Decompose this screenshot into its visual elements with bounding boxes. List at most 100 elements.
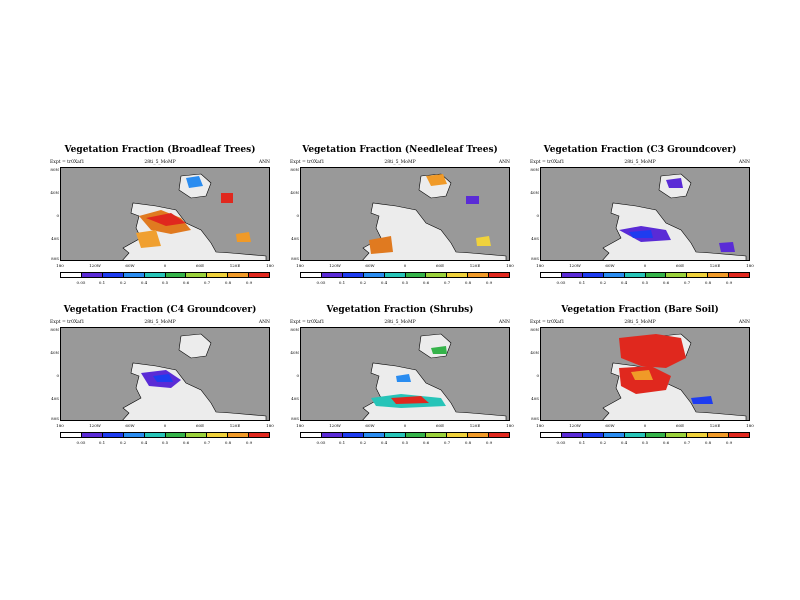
lon-label: 120E <box>709 263 721 268</box>
header-center: 28ti_5_MoMP <box>144 320 176 325</box>
lat-label: 80N <box>290 167 299 172</box>
lon-label: 0 <box>643 423 647 428</box>
colorbar <box>540 272 750 278</box>
lat-label: 80S <box>291 256 299 261</box>
header-right: ANN <box>738 320 750 325</box>
map-panel-broadleaf-trees: Vegetation Fraction (Broadleaf Trees) Ex… <box>50 145 274 325</box>
lat-label: 80S <box>51 416 59 421</box>
lon-label: 60E <box>435 263 445 268</box>
lon-label: 120W <box>329 423 341 428</box>
map-panel-c3-groundcover: Vegetation Fraction (C3 Groundcover) Exp… <box>530 145 754 325</box>
continent <box>719 242 735 252</box>
lon-label: 120E <box>469 263 481 268</box>
continent <box>431 346 447 354</box>
lon-label: 180 <box>536 423 544 428</box>
lon-label: 60E <box>195 423 205 428</box>
colorbar-label: 0.2 <box>359 440 367 445</box>
lat-label: 0 <box>56 213 59 218</box>
panel-title: Vegetation Fraction (C3 Groundcover) <box>543 145 737 155</box>
lat-label: 0 <box>536 373 539 378</box>
colorbar <box>300 432 510 438</box>
lon-label: 180 <box>746 423 754 428</box>
header-left: Expt = tr0Xaf1 <box>530 160 565 165</box>
continent <box>362 202 507 260</box>
colorbar <box>540 432 750 438</box>
colorbar-label: 0.6 <box>422 440 430 445</box>
header-left: Expt = tr0Xaf1 <box>530 320 565 325</box>
colorbar-label: 0.4 <box>140 440 148 445</box>
map-area <box>60 327 270 421</box>
lat-label: 0 <box>296 373 299 378</box>
colorbar-label: 0.9 <box>725 440 733 445</box>
continent <box>619 334 686 368</box>
continent <box>666 178 683 188</box>
continent <box>426 174 447 186</box>
colorbar-label: 0.05 <box>76 440 86 445</box>
colorbar-label: 0.2 <box>119 280 127 285</box>
continent <box>602 202 747 260</box>
colorbar-label: 0.8 <box>224 440 232 445</box>
colorbar-label: 0.5 <box>641 280 649 285</box>
lat-label: 40N <box>50 350 59 355</box>
lon-label: 180 <box>536 263 544 268</box>
continent <box>629 230 653 238</box>
lon-label: 120E <box>469 423 481 428</box>
colorbar-label: 0.9 <box>485 280 493 285</box>
colorbar-label: 0.4 <box>380 440 388 445</box>
lon-label: 60W <box>605 423 615 428</box>
continent <box>691 396 713 404</box>
map-panel-needleleaf-trees: Vegetation Fraction (Needleleaf Trees) E… <box>290 145 514 325</box>
lat-label: 40S <box>51 236 59 241</box>
colorbar-label: 0.6 <box>182 280 190 285</box>
continent <box>122 362 267 420</box>
lat-label: 40S <box>531 396 539 401</box>
header-center: 28ti_5_MoMP <box>384 160 416 165</box>
lon-label: 0 <box>163 423 167 428</box>
map-area <box>60 167 270 261</box>
colorbar-label: 0.6 <box>662 280 670 285</box>
lat-label: 0 <box>296 213 299 218</box>
colorbar-label: 0.6 <box>182 440 190 445</box>
map-panel-shrubs: Vegetation Fraction (Shrubs) Expt = tr0X… <box>290 305 514 485</box>
continent <box>146 213 186 226</box>
header-center: 28ti_5_MoMP <box>624 320 656 325</box>
panel-title: Vegetation Fraction (C4 Groundcover) <box>63 305 257 315</box>
colorbar-label: 0.05 <box>556 280 566 285</box>
colorbar <box>60 432 270 438</box>
lon-label: 120W <box>329 263 341 268</box>
lat-label: 40N <box>290 350 299 355</box>
colorbar-label: 0.7 <box>203 280 211 285</box>
continent <box>396 374 411 382</box>
lon-label: 60W <box>125 423 135 428</box>
colorbar-label: 0.1 <box>98 440 106 445</box>
lat-label: 40S <box>51 396 59 401</box>
continent <box>153 374 173 382</box>
colorbar-label: 0.1 <box>578 440 586 445</box>
header-left: Expt = tr0Xaf1 <box>50 160 85 165</box>
lon-label: 180 <box>296 263 304 268</box>
continent <box>221 193 233 203</box>
lat-label: 40S <box>531 236 539 241</box>
colorbar-label: 0.6 <box>662 440 670 445</box>
lat-label: 40N <box>50 190 59 195</box>
colorbar <box>60 272 270 278</box>
lon-label: 60E <box>675 263 685 268</box>
header-left: Expt = tr0Xaf1 <box>50 320 85 325</box>
colorbar-label: 0.8 <box>464 440 472 445</box>
colorbar-label: 0.1 <box>338 280 346 285</box>
lon-label: 60E <box>435 423 445 428</box>
lat-label: 80N <box>50 167 59 172</box>
colorbar-label: 0.1 <box>578 280 586 285</box>
lon-label: 120W <box>569 423 581 428</box>
lon-label: 180 <box>506 423 514 428</box>
lon-label: 60W <box>125 263 135 268</box>
lat-label: 80N <box>530 327 539 332</box>
lat-label: 80N <box>290 327 299 332</box>
map-panel-c4-groundcover: Vegetation Fraction (C4 Groundcover) Exp… <box>50 305 274 485</box>
header-left: Expt = tr0Xaf1 <box>290 160 325 165</box>
lat-label: 80N <box>50 327 59 332</box>
colorbar-label: 0.2 <box>599 440 607 445</box>
panel-title: Vegetation Fraction (Needleleaf Trees) <box>302 145 498 155</box>
continent <box>369 236 393 254</box>
lon-label: 0 <box>403 263 407 268</box>
